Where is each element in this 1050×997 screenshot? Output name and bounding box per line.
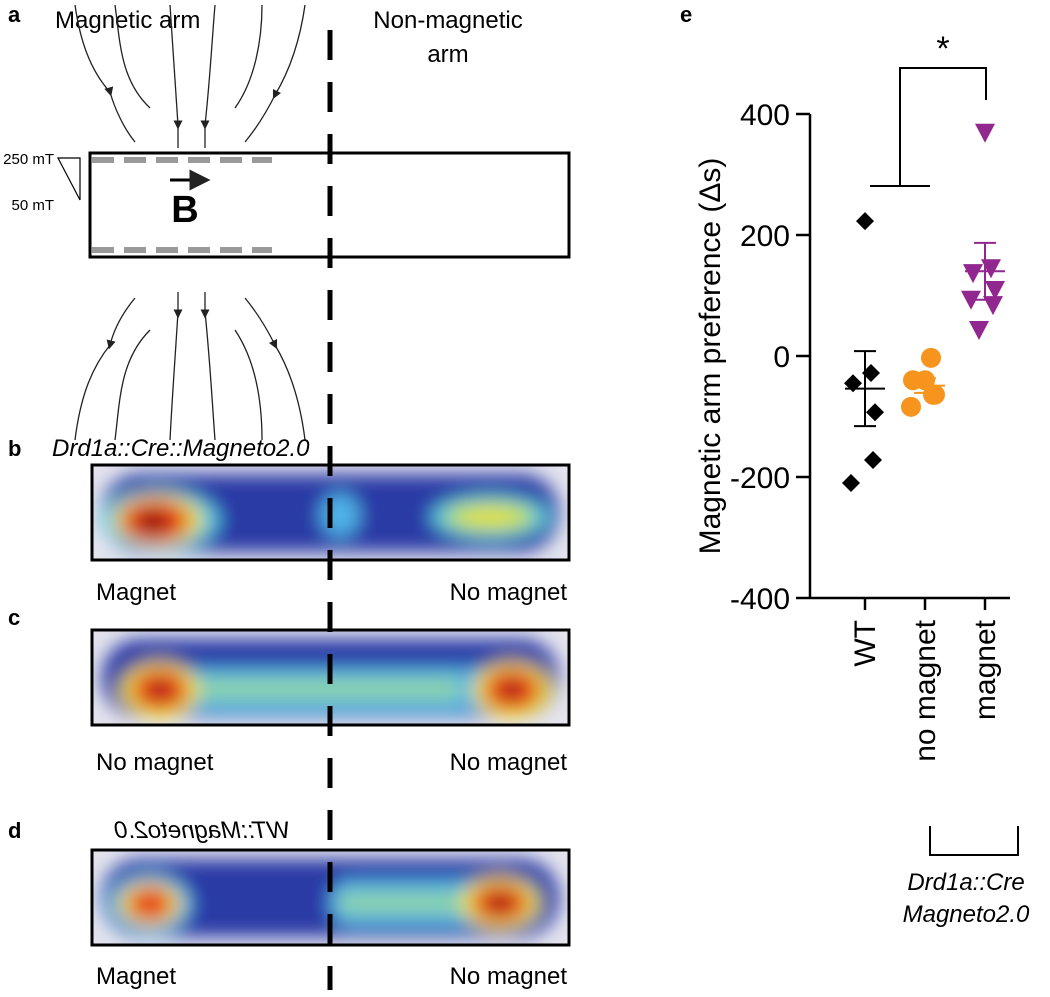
data-point [961,290,981,310]
genotype: WT::Magneto2.0 [114,817,290,844]
y-tick-label: 0 [773,341,790,374]
error-bar [914,377,936,394]
arm-label: No magnet [450,579,568,606]
gradient-wedge [57,157,81,201]
data-point [983,296,1003,316]
arm-title: Non-magnetic [373,7,522,34]
x-tick-label: WT [849,620,882,667]
y-tick-label: 200 [740,220,790,253]
group-bracket [929,826,1019,856]
data-point [969,320,989,340]
y-axis-label: Magnetic arm preference (Δs) [694,158,727,555]
arm-label: No magnet [96,749,214,776]
significance: * [936,30,949,68]
data-point [866,403,884,422]
x-tick-label: no magnet [909,619,942,761]
genotype: Drd1a::Cre::Magneto2.0 [52,435,310,462]
error-bar [854,350,876,428]
arm-label: Magnet [96,579,176,606]
arm-label: No magnet [450,749,568,776]
y-tick-label: 400 [740,99,790,132]
field-strength: 50 mT [11,197,54,214]
arm-title: arm [427,41,468,68]
panel-letter: a [8,2,21,27]
data-point [923,384,943,405]
field-symbol: B [171,189,198,231]
data-point [975,123,995,143]
panel-letter: b [8,436,21,461]
data-point [862,363,880,382]
field-strength: 250 mT [3,151,54,168]
heatmap-frame [90,848,571,947]
significance-bracket [870,67,987,187]
data-point [901,396,921,417]
data-point [985,281,1005,301]
heatmap [102,859,559,937]
y-tick-label: -200 [730,462,790,495]
data-point [842,474,860,493]
arm-label: Magnet [96,963,176,990]
panel-letter: e [680,2,692,27]
arm-title: Magnetic arm [55,7,200,34]
panel-letter: c [8,605,20,630]
panel-letter: d [8,818,21,843]
data-point [856,212,874,231]
group-label: Magneto2.0 [903,901,1030,928]
y-tick-label: -400 [730,583,790,616]
error-bar [974,241,996,301]
arm-label: No magnet [450,963,568,990]
group-label: Drd1a::Cre [907,869,1024,896]
data-point [963,264,983,284]
data-point [864,451,882,470]
field-lines [74,4,306,441]
x-tick-label: magnet [969,619,1002,720]
data-point [921,347,941,368]
data-point [903,370,923,391]
